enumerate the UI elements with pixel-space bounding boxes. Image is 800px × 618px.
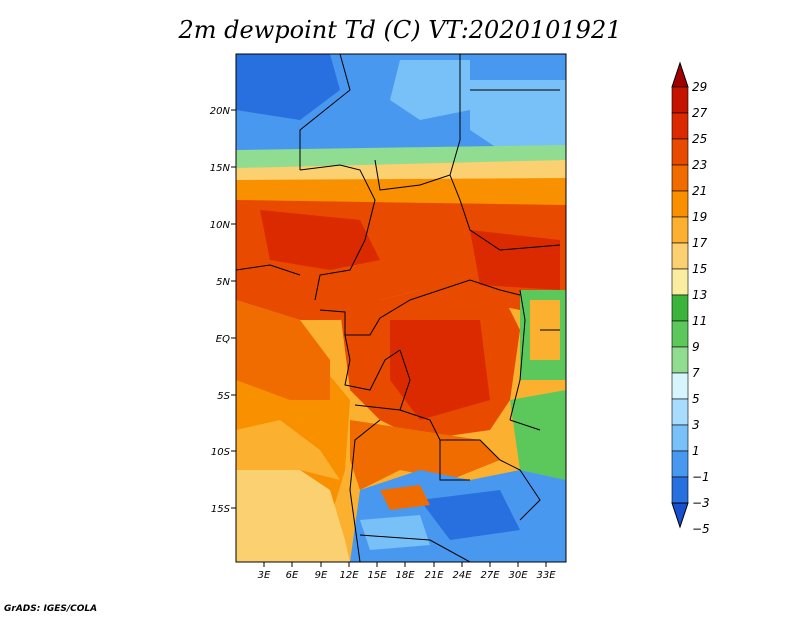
colorbar-label: −1 — [692, 470, 710, 484]
lat-label: 10S — [211, 447, 231, 458]
lat-label: EQ — [216, 334, 230, 345]
colorbar-label: 7 — [692, 366, 700, 380]
map-title: 2m dewpoint Td (C) VT:2020101921 — [178, 16, 622, 44]
lat-label: 15S — [211, 504, 231, 515]
colorbar-label: 1 — [692, 444, 700, 458]
latitude-ticks — [231, 109, 236, 509]
colorbar-top-arrow — [671, 61, 689, 88]
lat-label: 5N — [216, 277, 230, 288]
lon-label: 24E — [452, 570, 472, 581]
colorbar-segment — [671, 450, 689, 478]
colorbar-label: 21 — [692, 184, 707, 198]
colorbar-label: −5 — [692, 522, 710, 536]
lat-label: 15N — [210, 163, 231, 174]
lon-label: 15E — [367, 570, 387, 581]
colorbar-segment — [671, 112, 689, 140]
colorbar-segment — [671, 294, 689, 322]
lat-label: 10N — [210, 220, 231, 231]
colorbar-segment — [671, 242, 689, 270]
colorbar-label: −3 — [692, 496, 710, 510]
colorbar-segment — [671, 476, 689, 504]
lon-label: 27E — [480, 570, 500, 581]
country-borders — [236, 54, 561, 562]
lon-label: 3E — [258, 570, 271, 581]
lon-label: 18E — [395, 570, 415, 581]
colorbar-label: 5 — [692, 392, 700, 406]
colorbar-segment — [671, 398, 689, 426]
lon-label: 9E — [315, 570, 328, 581]
colorbar-label: 3 — [692, 418, 700, 432]
colorbar-segment — [671, 346, 689, 374]
colorbar-segment — [671, 138, 689, 166]
longitude-labels: 3E 6E 9E 12E 15E 18E 21E 24E 27E 30E 33E — [258, 570, 557, 581]
latitude-labels: 20N 15N 10N 5N EQ 5S 10S 15S — [210, 106, 231, 515]
lon-label: 30E — [508, 570, 528, 581]
colorbar-label: 29 — [692, 80, 707, 94]
colorbar-label: 23 — [692, 158, 707, 172]
colorbar-label: 25 — [692, 132, 707, 146]
colorbar-labels: 29 27 25 23 21 19 17 15 13 11 9 7 5 3 1 … — [692, 80, 710, 536]
lon-label: 6E — [286, 570, 299, 581]
colorbar-segment — [671, 164, 689, 192]
colorbar-segment — [671, 320, 689, 348]
colorbar-segment — [671, 86, 689, 114]
colorbar-label: 19 — [692, 210, 707, 224]
colorbar-label: 15 — [692, 262, 707, 276]
colorbar-segment — [671, 216, 689, 244]
colorbar — [671, 61, 689, 529]
credit-text: GrADS: IGES/COLA — [4, 604, 98, 614]
map-frame — [235, 53, 567, 563]
colorbar-segment — [671, 190, 689, 218]
dewpoint-field — [236, 54, 566, 562]
lon-label: 33E — [536, 570, 556, 581]
lon-label: 12E — [339, 570, 359, 581]
colorbar-label: 11 — [692, 314, 707, 328]
lon-label: 21E — [424, 570, 444, 581]
colorbar-label: 9 — [692, 340, 700, 354]
lat-label: 20N — [210, 106, 231, 117]
colorbar-label: 27 — [692, 106, 708, 120]
colorbar-label: 17 — [692, 236, 708, 250]
colorbar-segment — [671, 424, 689, 452]
colorbar-label: 13 — [692, 288, 707, 302]
colorbar-segment — [671, 268, 689, 296]
colorbar-segment — [671, 372, 689, 400]
lat-label: 5S — [217, 391, 230, 402]
colorbar-bottom-arrow — [671, 502, 689, 529]
longitude-ticks — [263, 562, 547, 567]
